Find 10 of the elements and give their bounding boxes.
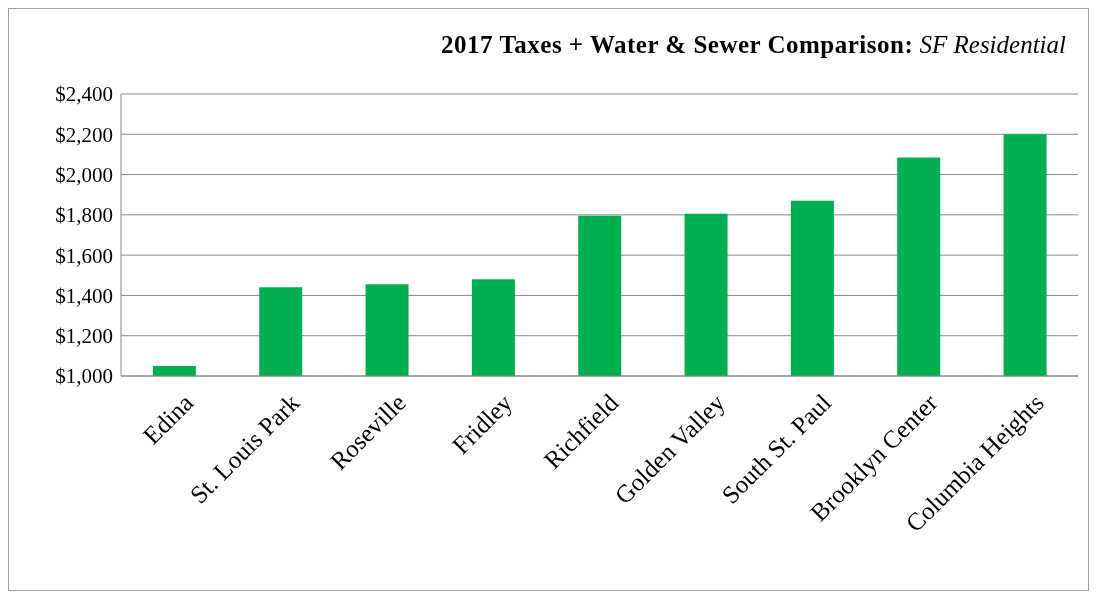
- y-tick-label: $1,800: [55, 203, 113, 228]
- y-tick-label: $1,000: [55, 364, 113, 389]
- y-tick-label: $1,400: [55, 283, 113, 308]
- y-tick-label: $2,000: [55, 163, 113, 188]
- y-tick-label: $2,200: [55, 122, 113, 147]
- y-tick-label: $2,400: [55, 82, 113, 107]
- y-tick-label: $1,200: [55, 324, 113, 349]
- y-tick-label: $1,600: [55, 243, 113, 268]
- chart-subtitle: SF Residential: [919, 31, 1066, 58]
- chart-title: 2017 Taxes + Water & Sewer Comparison:: [441, 31, 914, 58]
